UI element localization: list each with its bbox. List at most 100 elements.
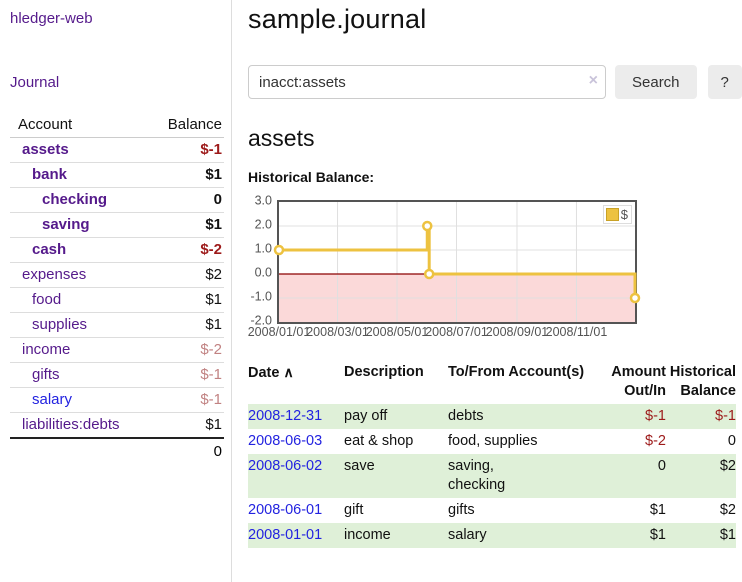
transaction-balance: $-1 (715, 408, 736, 424)
sort-ascending-icon: ∧ (283, 364, 294, 380)
data-point-marker (273, 244, 285, 256)
account-heading: assets (248, 125, 315, 151)
accounts-header-row: Account Balance (10, 112, 224, 138)
account-row: income $-2 (10, 337, 224, 363)
account-balance: $1 (145, 162, 224, 188)
column-header-description: Description (344, 364, 424, 380)
transaction-accounts: food, supplies (448, 433, 538, 449)
transaction-date: 2008-06-03 (248, 429, 344, 454)
search-button[interactable]: Search (615, 65, 697, 99)
page-title: sample.journal (248, 4, 427, 34)
transaction-row[interactable]: 2008-06-02 save saving, checking 0 $2 (248, 454, 736, 498)
account-row: cash $-2 (10, 237, 224, 263)
main-content: sample.journal × Search ? assets Histori… (232, 0, 742, 582)
brand-link[interactable]: hledger-web (10, 10, 93, 27)
x-axis-tick-label: 2008/09/01 (485, 325, 549, 339)
transaction-balance: $2 (719, 458, 736, 474)
x-axis-tick-label: 2008/05/01 (365, 325, 429, 339)
column-header-balance: Historical Balance (669, 364, 736, 399)
account-link[interactable]: salary (32, 391, 73, 408)
account-link[interactable]: gifts (32, 366, 60, 383)
account-link[interactable]: saving (42, 216, 90, 233)
x-axis-tick-label: 2008/11/01 (545, 325, 608, 339)
y-axis-tick-label: 0.0 (254, 265, 272, 280)
y-axis-tick-label: -2.0 (250, 313, 272, 328)
y-axis-tick-label: 3.0 (254, 193, 272, 208)
y-axis-tick-label: -1.0 (250, 289, 272, 304)
account-link[interactable]: income (22, 341, 71, 358)
account-link[interactable]: expenses (22, 266, 87, 283)
transaction-description: save (344, 458, 375, 474)
transaction-amount: 0 (657, 458, 666, 474)
y-axis-tick-label: 1.0 (254, 241, 272, 256)
transaction-date-link[interactable]: 2008-12-31 (248, 408, 323, 424)
account-row: assets $-1 (10, 137, 224, 163)
data-point-marker (629, 292, 641, 304)
account-link[interactable]: cash (32, 241, 67, 258)
search-bar: × Search ? (248, 65, 742, 99)
transaction-date-link[interactable]: 2008-06-03 (248, 433, 323, 449)
account-link[interactable]: checking (42, 191, 108, 208)
account-balance: $-2 (145, 237, 224, 263)
account-row: food $1 (10, 287, 224, 313)
x-axis-tick-label: 2008/07/01 (425, 325, 488, 339)
transaction-row[interactable]: 2008-12-31 pay off debts $-1 $-1 (248, 404, 736, 429)
transaction-date-link[interactable]: 2008-01-01 (248, 527, 323, 543)
account-link[interactable]: supplies (32, 316, 88, 333)
transaction-amount: $1 (649, 502, 666, 518)
account-link[interactable]: liabilities:debts (22, 416, 120, 433)
account-link[interactable]: bank (32, 166, 68, 183)
help-button[interactable]: ? (707, 65, 742, 99)
transaction-date: 2008-06-02 (248, 454, 344, 498)
accounts-header-account: Account (10, 112, 146, 138)
transaction-date: 2008-12-31 (248, 404, 344, 429)
accounts-total-value: 0 (145, 437, 224, 465)
account-balance: $1 (145, 287, 224, 313)
transaction-date-link[interactable]: 2008-06-01 (248, 502, 323, 518)
transaction-amount: $-2 (645, 433, 666, 449)
account-row: bank $1 (10, 162, 224, 188)
account-row: supplies $1 (10, 312, 224, 338)
transaction-accounts: gifts (448, 502, 475, 518)
plot-area: $ (273, 200, 641, 324)
transaction-accounts: salary (448, 527, 487, 543)
series-label: $ (620, 207, 628, 222)
transaction-row[interactable]: 2008-01-01 income salary $1 $1 (248, 523, 736, 548)
transaction-amount: $1 (649, 527, 666, 543)
transaction-row[interactable]: 2008-06-03 eat & shop food, supplies $-2 0 (248, 429, 736, 454)
account-balance: $-1 (145, 387, 224, 413)
account-row: liabilities:debts $1 (10, 412, 224, 439)
column-header-date[interactable]: Date ∧ (248, 364, 294, 381)
clear-search-icon[interactable]: × (588, 72, 598, 89)
sidebar: hledger-web Journal Account Balance asse… (0, 0, 232, 582)
chart-canvas (273, 202, 641, 322)
search-input[interactable] (248, 65, 606, 99)
account-balance: $1 (145, 212, 224, 238)
column-header-accounts: To/From Account(s) (448, 364, 585, 380)
transaction-row[interactable]: 2008-06-01 gift gifts $1 $2 (248, 498, 736, 523)
account-link[interactable]: food (32, 291, 62, 308)
sidebar-item-journal[interactable]: Journal (10, 74, 60, 91)
transaction-description: gift (344, 502, 364, 518)
account-row: expenses $2 (10, 262, 224, 288)
account-balance: $-1 (145, 362, 224, 388)
transaction-accounts: debts (448, 408, 484, 424)
account-link[interactable]: assets (22, 141, 69, 158)
account-balance: $1 (145, 412, 224, 439)
account-row: salary $-1 (10, 387, 224, 413)
account-row: saving $1 (10, 212, 224, 238)
account-row: checking 0 (10, 187, 224, 213)
accounts-table: Account Balance assets $-1 bank $1 checking 0… (10, 112, 224, 465)
register-table: Date ∧ Description To/From Account(s) Am… (248, 360, 736, 548)
data-point-marker (423, 268, 435, 280)
search-field-wrap: × (248, 65, 606, 99)
account-balance: $-2 (145, 337, 224, 363)
register-header-row: Date ∧ Description To/From Account(s) Am… (248, 360, 736, 404)
account-balance: $1 (145, 312, 224, 338)
transaction-balance: $1 (719, 527, 736, 543)
series-swatch-icon (605, 208, 619, 221)
x-axis-tick-label: 2008/01/01 (247, 325, 311, 339)
transaction-date-link[interactable]: 2008-06-02 (248, 458, 323, 474)
accounts-header-balance: Balance (145, 112, 224, 138)
